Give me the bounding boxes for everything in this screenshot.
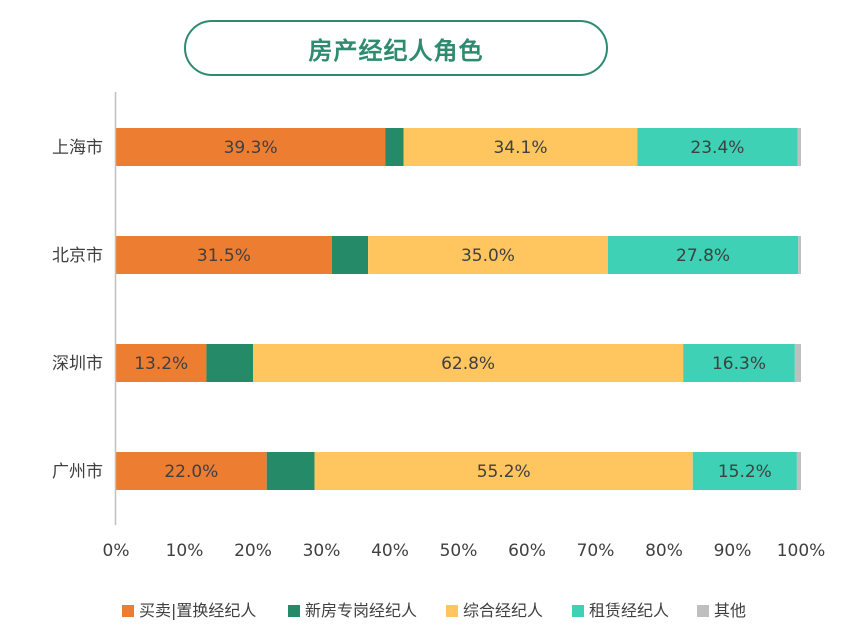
bar-segment xyxy=(798,236,801,274)
bar-segment xyxy=(116,236,332,274)
bar-segment xyxy=(206,344,253,382)
x-tick-label: 20% xyxy=(234,541,272,561)
x-tick-label: 30% xyxy=(303,541,341,561)
bar-segment xyxy=(403,128,638,166)
bars-group: 39.3% 34.1% 23.4% 31.5% 35.0% 27.8% 13.2% 62.8%… xyxy=(116,128,801,490)
legend-label: 其他 xyxy=(714,601,746,620)
bar-segment xyxy=(266,452,315,490)
x-tick-label: 0% xyxy=(103,541,130,561)
data-label: 62.8% xyxy=(441,354,495,374)
chart-title: 房产经纪人角色 xyxy=(308,36,484,65)
data-label: 31.5% xyxy=(197,246,251,266)
y-tick-label: 北京市 xyxy=(52,246,103,266)
x-tick-label: 50% xyxy=(440,541,478,561)
legend-swatch xyxy=(288,605,300,617)
bar-segment xyxy=(116,128,386,166)
bar-segment xyxy=(796,452,801,490)
data-label: 34.1% xyxy=(493,138,547,158)
chart-title-box: 房产经纪人角色 xyxy=(184,20,608,76)
data-label: 23.4% xyxy=(690,138,744,158)
legend-label: 综合经纪人 xyxy=(463,601,543,620)
data-label: 15.2% xyxy=(718,462,772,482)
bar-segment xyxy=(331,236,369,274)
bar-segment xyxy=(637,128,798,166)
bar-segment xyxy=(607,236,799,274)
data-label: 22.0% xyxy=(164,462,218,482)
bar-segment xyxy=(253,344,684,382)
data-label: 39.3% xyxy=(224,138,278,158)
bar-segment xyxy=(368,236,608,274)
legend-label: 租赁经纪人 xyxy=(589,601,669,620)
legend-label: 新房专岗经纪人 xyxy=(305,601,417,620)
data-label: 13.2% xyxy=(134,354,188,374)
bar-segment xyxy=(385,128,404,166)
x-tick-label: 100% xyxy=(777,541,826,561)
bar-segment xyxy=(683,344,795,382)
data-label: 16.3% xyxy=(712,354,766,374)
bar-segment xyxy=(314,452,693,490)
y-tick-label: 深圳市 xyxy=(52,354,103,374)
data-label: 35.0% xyxy=(461,246,515,266)
legend-swatch xyxy=(122,605,134,617)
y-tick-label: 广州市 xyxy=(52,462,103,482)
bar-segment xyxy=(692,452,797,490)
x-tick-label: 80% xyxy=(645,541,683,561)
x-tick-label: 40% xyxy=(371,541,409,561)
legend-label: 买卖|置换经纪人 xyxy=(139,601,256,620)
bar-segment xyxy=(794,344,801,382)
bar-segment xyxy=(116,344,207,382)
x-axis-ticks: 0% 10% 20% 30% 40% 50% 60% 70% 80% 90% 100% xyxy=(103,541,826,561)
x-tick-label: 60% xyxy=(508,541,546,561)
legend-swatch xyxy=(697,605,709,617)
y-tick-label: 上海市 xyxy=(52,138,103,158)
x-tick-label: 90% xyxy=(714,541,752,561)
x-tick-label: 70% xyxy=(577,541,615,561)
bar-segment xyxy=(116,452,267,490)
legend-swatch xyxy=(572,605,584,617)
bar-segment xyxy=(797,128,801,166)
data-label: 55.2% xyxy=(477,462,531,482)
data-label: 27.8% xyxy=(676,246,730,266)
legend: 买卖|置换经纪人 新房专岗经纪人 综合经纪人 租赁经纪人 其他 xyxy=(122,601,746,620)
x-tick-label: 10% xyxy=(166,541,204,561)
legend-swatch xyxy=(446,605,458,617)
